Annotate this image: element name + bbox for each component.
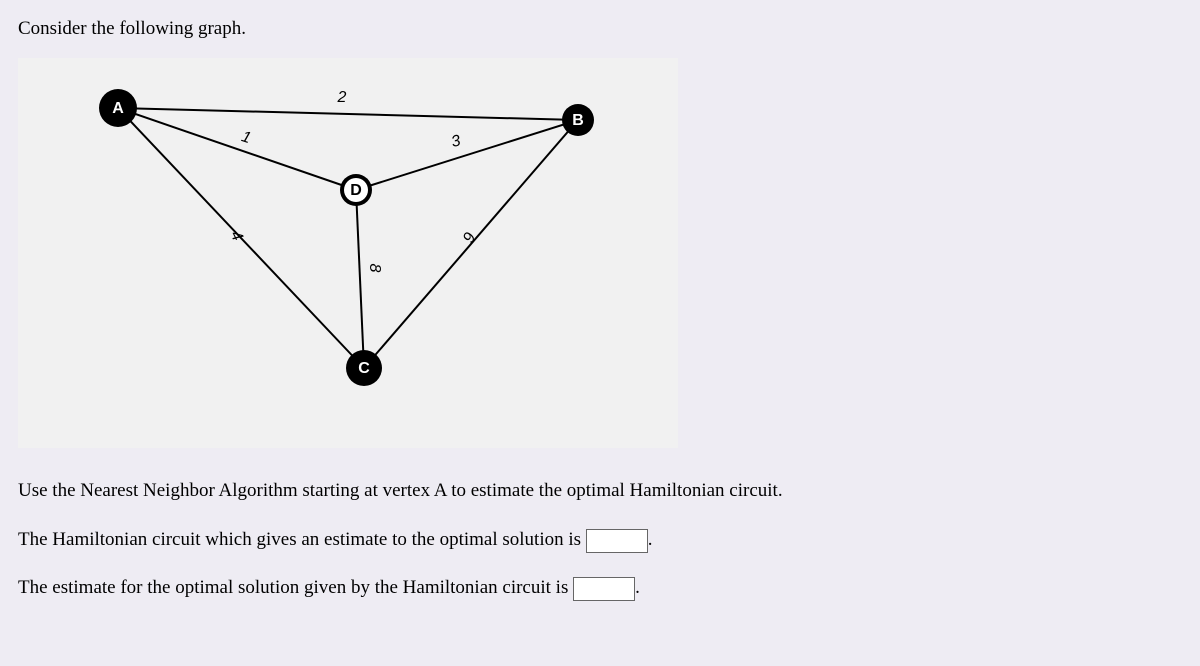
node-B: B bbox=[562, 104, 594, 136]
answer-line-1: The Hamiltonian circuit which gives an e… bbox=[18, 527, 1182, 554]
node-A: A bbox=[99, 89, 137, 127]
line1-before: The Hamiltonian circuit which gives an e… bbox=[18, 529, 586, 550]
question-text: Use the Nearest Neighbor Algorithm start… bbox=[18, 478, 1182, 505]
node-label-C: C bbox=[358, 360, 370, 377]
node-C: C bbox=[346, 350, 382, 386]
node-D: D bbox=[340, 174, 372, 206]
node-label-A: A bbox=[112, 100, 124, 117]
line2-before: The estimate for the optimal solution gi… bbox=[18, 577, 573, 598]
node-label-D: D bbox=[350, 182, 362, 199]
edge-A-B bbox=[118, 108, 578, 120]
estimate-input[interactable] bbox=[573, 577, 635, 601]
node-label-B: B bbox=[572, 112, 584, 129]
line1-after: . bbox=[648, 529, 653, 550]
graph-svg: 214398 ABCD bbox=[18, 58, 678, 448]
edge-weight-B-C: 9 bbox=[460, 230, 479, 246]
edge-weight-A-B: 2 bbox=[337, 89, 347, 106]
edge-A-D bbox=[118, 108, 356, 190]
edge-weight-B-D: 3 bbox=[450, 132, 463, 151]
graph-figure: 214398 ABCD bbox=[18, 58, 678, 448]
intro-text: Consider the following graph. bbox=[18, 18, 1182, 40]
line2-after: . bbox=[635, 577, 640, 598]
edge-B-D bbox=[356, 120, 578, 190]
edge-weight-A-D: 1 bbox=[239, 128, 253, 147]
edge-D-C bbox=[356, 190, 364, 368]
circuit-input[interactable] bbox=[586, 529, 648, 553]
answer-line-2: The estimate for the optimal solution gi… bbox=[18, 575, 1182, 602]
edge-weight-D-C: 8 bbox=[366, 264, 383, 273]
